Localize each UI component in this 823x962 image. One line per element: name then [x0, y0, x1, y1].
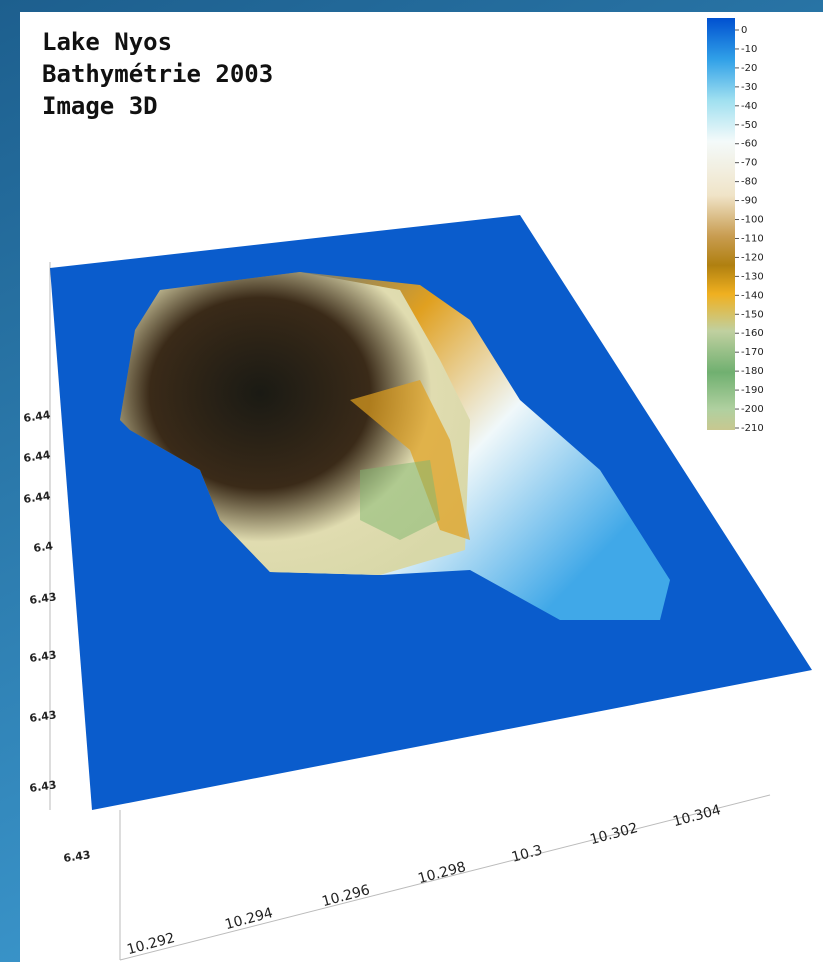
colorbar-label: -210: [741, 423, 764, 434]
colorbar-label: -190: [741, 385, 764, 396]
y-axis-label: 6.44: [23, 408, 52, 425]
colorbar-label: -130: [741, 271, 764, 282]
colorbar-label: -200: [741, 404, 764, 415]
colorbar-label: -10: [741, 44, 757, 55]
y-axis-label: 6.43: [29, 590, 58, 607]
y-axis-label: 6.43: [29, 778, 58, 795]
y-axis-label: 6.44: [23, 448, 52, 465]
colorbar-label: -110: [741, 233, 764, 244]
y-axis-label: 6.43: [29, 648, 58, 665]
colorbar-label: -100: [741, 215, 764, 226]
y-axis-label: 6.4: [33, 539, 54, 555]
colorbar-label: -150: [741, 309, 764, 320]
colorbar: [707, 18, 735, 430]
colorbar-label: -30: [741, 82, 757, 93]
colorbar-label: -60: [741, 139, 757, 150]
x-axis-label: 10.3: [510, 842, 544, 866]
crater-slope: [360, 460, 440, 540]
axes: [49, 262, 771, 961]
title: Bathymétrie 2003: [42, 60, 273, 88]
colorbar-label: -90: [741, 196, 757, 207]
y-axis-label: 6.43: [63, 848, 92, 865]
colorbar-label: -80: [741, 177, 757, 188]
colorbar-label: -40: [741, 101, 757, 112]
colorbar-label: -70: [741, 158, 757, 169]
colorbar-label: -140: [741, 290, 764, 301]
colorbar-label: 0: [741, 25, 747, 36]
colorbar-label: -180: [741, 366, 764, 377]
crater-slope: [350, 380, 470, 540]
colorbar-label: -120: [741, 252, 764, 263]
title: Lake Nyos: [42, 28, 172, 56]
y-axis-label: 6.44: [23, 489, 52, 506]
colorbar-label: -50: [741, 120, 757, 131]
title: Image 3D: [42, 92, 158, 120]
y-axis-label: 6.43: [29, 708, 58, 725]
colorbar-label: -170: [741, 347, 764, 358]
colorbar-label: -20: [741, 63, 757, 74]
colorbar-label: -160: [741, 328, 764, 339]
